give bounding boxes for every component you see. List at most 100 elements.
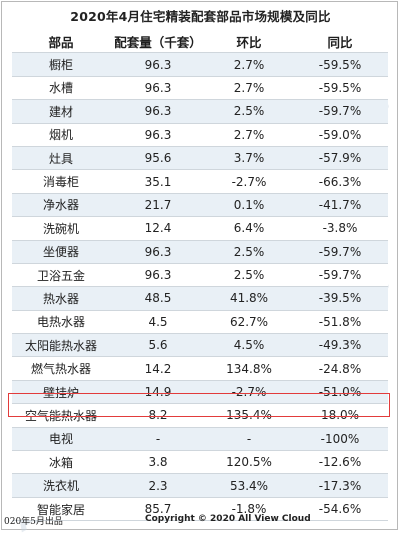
- cell-volume: 85.7: [110, 497, 206, 522]
- table-row: 橱柜 96.3 2.7% -59.5%: [12, 52, 388, 77]
- cell-volume: 8.2: [110, 403, 206, 428]
- cell-product: 消毒柜: [12, 169, 110, 194]
- cell-product: 冰箱: [12, 450, 110, 475]
- cell-yoy: -54.6%: [292, 497, 388, 522]
- cell-volume: 35.1: [110, 169, 206, 194]
- cell-yoy: 18.0%: [292, 403, 388, 428]
- cell-product: 橱柜: [12, 52, 110, 77]
- table-row: 冰箱 3.8 120.5% -12.6%: [12, 450, 388, 475]
- market-size-table: 部品 配套量（千套） 环比 同比 橱柜 96.3 2.7% -59.5% 水槽 96.3 2…: [12, 30, 388, 522]
- column-header-mom: 环比: [206, 30, 292, 54]
- cell-mom: 6.4%: [206, 216, 292, 241]
- table-row: 太阳能热水器 5.6 4.5% -49.3%: [12, 333, 388, 358]
- table-title: 2020年4月住宅精装配套部品市场规模及同比: [70, 9, 331, 24]
- cell-yoy: -66.3%: [292, 169, 388, 194]
- cell-volume: 95.6: [110, 146, 206, 171]
- cell-mom: 41.8%: [206, 286, 292, 311]
- cell-mom: 134.8%: [206, 356, 292, 381]
- table-row: 坐便器 96.3 2.5% -59.7%: [12, 240, 388, 264]
- table-row: 水槽 96.3 2.7% -59.5%: [12, 76, 388, 101]
- cell-product: 坐便器: [12, 240, 110, 264]
- cell-yoy: -59.5%: [292, 76, 388, 101]
- cell-yoy: -59.7%: [292, 99, 388, 124]
- cell-yoy: -57.9%: [292, 146, 388, 171]
- cell-mom: -1.8%: [206, 497, 292, 522]
- table-row: 燃气热水器 14.2 134.8% -24.8%: [12, 356, 388, 381]
- cell-volume: -: [110, 427, 206, 452]
- cell-product: 水槽: [12, 76, 110, 101]
- column-header-product: 部品: [12, 30, 110, 54]
- cell-product: 热水器: [12, 286, 110, 311]
- cell-volume: 4.5: [110, 310, 206, 335]
- cell-product: 卫浴五金: [12, 263, 110, 288]
- footer: 020年5月出品 Copyright © 2020 All View Cloud: [0, 512, 401, 528]
- cell-volume: 5.6: [110, 333, 206, 358]
- cell-yoy: -59.7%: [292, 263, 388, 288]
- cell-yoy: -17.3%: [292, 473, 388, 498]
- cell-product: 洗衣机: [12, 473, 110, 498]
- cell-yoy: -59.5%: [292, 52, 388, 77]
- cell-volume: 96.3: [110, 240, 206, 264]
- cell-yoy: -49.3%: [292, 333, 388, 358]
- cell-mom: 3.7%: [206, 146, 292, 171]
- cell-yoy: -12.6%: [292, 450, 388, 475]
- cell-mom: -2.7%: [206, 169, 292, 194]
- cell-volume: 96.3: [110, 76, 206, 101]
- cell-yoy: -51.8%: [292, 310, 388, 335]
- table-row: 智能家居 85.7 -1.8% -54.6%: [12, 497, 388, 522]
- cell-mom: 4.5%: [206, 333, 292, 358]
- table-row: 空气能热水器 8.2 135.4% 18.0%: [12, 403, 388, 428]
- table-row: 电热水器 4.5 62.7% -51.8%: [12, 310, 388, 335]
- cell-product: 洗碗机: [12, 216, 110, 241]
- table-row: 壁挂炉 14.9 -2.7% -51.0%: [12, 380, 388, 405]
- cell-mom: -2.7%: [206, 380, 292, 405]
- table-row: 灶具 95.6 3.7% -57.9%: [12, 146, 388, 171]
- table-row: 洗衣机 2.3 53.4% -17.3%: [12, 473, 388, 498]
- table-row: 热水器 48.5 41.8% -39.5%: [12, 286, 388, 311]
- cell-mom: 135.4%: [206, 403, 292, 428]
- table-row: 卫浴五金 96.3 2.5% -59.7%: [12, 263, 388, 288]
- cell-mom: 62.7%: [206, 310, 292, 335]
- cell-mom: 2.7%: [206, 123, 292, 147]
- cell-yoy: -3.8%: [292, 216, 388, 241]
- cell-product: 太阳能热水器: [12, 333, 110, 358]
- cell-volume: 14.9: [110, 380, 206, 405]
- cell-mom: 2.7%: [206, 52, 292, 77]
- cell-yoy: -41.7%: [292, 193, 388, 218]
- cell-product: 灶具: [12, 146, 110, 171]
- cell-yoy: -51.0%: [292, 380, 388, 405]
- footer-copyright: Copyright © 2020 All View Cloud: [145, 514, 311, 524]
- cell-volume: 3.8: [110, 450, 206, 475]
- cell-yoy: -24.8%: [292, 356, 388, 381]
- cell-mom: 2.5%: [206, 263, 292, 288]
- table-row: 洗碗机 12.4 6.4% -3.8%: [12, 216, 388, 241]
- table-row: 净水器 21.7 0.1% -41.7%: [12, 193, 388, 218]
- cell-volume: 2.3: [110, 473, 206, 498]
- cell-mom: 120.5%: [206, 450, 292, 475]
- cell-product: 烟机: [12, 123, 110, 147]
- cell-mom: 2.7%: [206, 76, 292, 101]
- table-row: 电视 - - -100%: [12, 427, 388, 452]
- cell-volume: 96.3: [110, 99, 206, 124]
- cell-product: 智能家居: [12, 497, 110, 522]
- cell-mom: 2.5%: [206, 240, 292, 264]
- cell-mom: 2.5%: [206, 99, 292, 124]
- cell-volume: 12.4: [110, 216, 206, 241]
- cell-product: 空气能热水器: [12, 403, 110, 428]
- column-header-volume: 配套量（千套）: [110, 30, 206, 54]
- cell-product: 净水器: [12, 193, 110, 218]
- cell-yoy: -59.0%: [292, 123, 388, 147]
- cell-product: 建材: [12, 99, 110, 124]
- cell-product: 电热水器: [12, 310, 110, 335]
- cell-yoy: -100%: [292, 427, 388, 452]
- cell-product: 壁挂炉: [12, 380, 110, 405]
- table-header-row: 部品 配套量（千套） 环比 同比: [12, 30, 388, 54]
- footer-date: 020年5月出品: [4, 517, 63, 527]
- cell-volume: 96.3: [110, 52, 206, 77]
- cell-product: 电视: [12, 427, 110, 452]
- cell-volume: 21.7: [110, 193, 206, 218]
- cell-volume: 96.3: [110, 123, 206, 147]
- table-row: 建材 96.3 2.5% -59.7%: [12, 99, 388, 124]
- cell-mom: 0.1%: [206, 193, 292, 218]
- cell-yoy: -59.7%: [292, 240, 388, 264]
